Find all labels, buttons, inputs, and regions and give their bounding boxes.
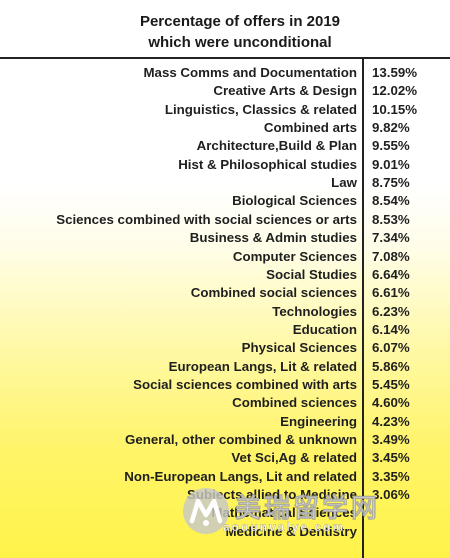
row-value: 6.23% — [372, 303, 410, 319]
row-label: Medicine & Dentistry — [225, 523, 357, 539]
row-value: 6.14% — [372, 321, 410, 337]
row-label: Law — [331, 175, 357, 191]
row-value: 6.07% — [372, 340, 410, 356]
row-value: 3.06% — [372, 487, 410, 503]
row-label: Architecture,Build & Plan — [196, 138, 357, 154]
row-label: Creative Arts & Design — [213, 83, 357, 99]
row-value: 9.55% — [372, 138, 410, 154]
row-value: 6.61% — [372, 285, 410, 301]
row-value: 9.01% — [372, 156, 410, 172]
watermark-brand-text: 美瑞留学网 — [235, 494, 381, 525]
row-label: Sciences combined with social sciences o… — [56, 211, 357, 227]
row-label: Combined social sciences — [190, 285, 357, 301]
row-label: Social sciences combined with arts — [133, 376, 357, 392]
row-value: 10.15% — [372, 101, 418, 117]
row-label: General, other combined & unknown — [125, 432, 357, 447]
row-value: 5.45% — [372, 376, 410, 392]
row-label: Linguistics, Classics & related — [164, 101, 357, 117]
row-label: Subjects allied to Medicine — [187, 487, 357, 503]
row-value: 8.53% — [372, 211, 410, 227]
row-value: 8.75% — [372, 175, 410, 191]
row-value: 7.08% — [372, 248, 410, 264]
watermark: 美瑞留学网 aoounvalye.com — [183, 484, 450, 550]
row-label: Hist & Philosophical studies — [178, 156, 357, 172]
row-value: 13.59% — [372, 65, 418, 80]
row-label: Social Studies — [266, 266, 357, 282]
row-label: Combined arts — [263, 120, 357, 136]
row-label: Combined sciences — [232, 395, 357, 411]
row-value: 6.64% — [372, 266, 410, 282]
row-value: 5.86% — [372, 358, 410, 374]
row-label: Engineering — [280, 413, 357, 429]
row-value: 3.45% — [372, 450, 410, 466]
chart-subtitle: which were unconditional — [148, 34, 332, 51]
row-label: Education — [292, 321, 357, 337]
row-label: Business & Admin studies — [189, 230, 357, 246]
row-value: 4.60% — [372, 395, 410, 411]
row-label: Computer Sciences — [232, 248, 357, 264]
row-label: Biological Sciences — [232, 193, 357, 209]
header-rule — [0, 57, 450, 59]
row-value: 3.35% — [372, 468, 410, 484]
watermark-logo-glyph — [189, 498, 223, 526]
watermark-url-text: aoounvalye.com — [223, 520, 346, 534]
row-label: Mass Comms and Documentation — [143, 65, 357, 80]
chart-title: Percentage of offers in 2019 — [139, 13, 341, 30]
row-value: 3.49% — [372, 432, 410, 447]
row-value: 12.02% — [372, 83, 418, 99]
row-label: Vet Sci,Ag & related — [231, 450, 357, 466]
row-label: Non-European Langs, Lit and related — [124, 468, 357, 484]
row-value: 4.23% — [372, 413, 410, 429]
row-label: Physical Sciences — [241, 340, 357, 356]
row-value: 8.54% — [372, 193, 410, 209]
watermark-logo-icon — [183, 488, 229, 534]
row-label: Technologies — [272, 303, 357, 319]
row-label: Mathematical Sciences — [211, 505, 357, 521]
row-value: 9.82% — [372, 120, 410, 136]
column-divider — [362, 57, 364, 558]
row-label: European Langs, Lit & related — [168, 358, 357, 374]
row-value: 7.34% — [372, 230, 410, 246]
